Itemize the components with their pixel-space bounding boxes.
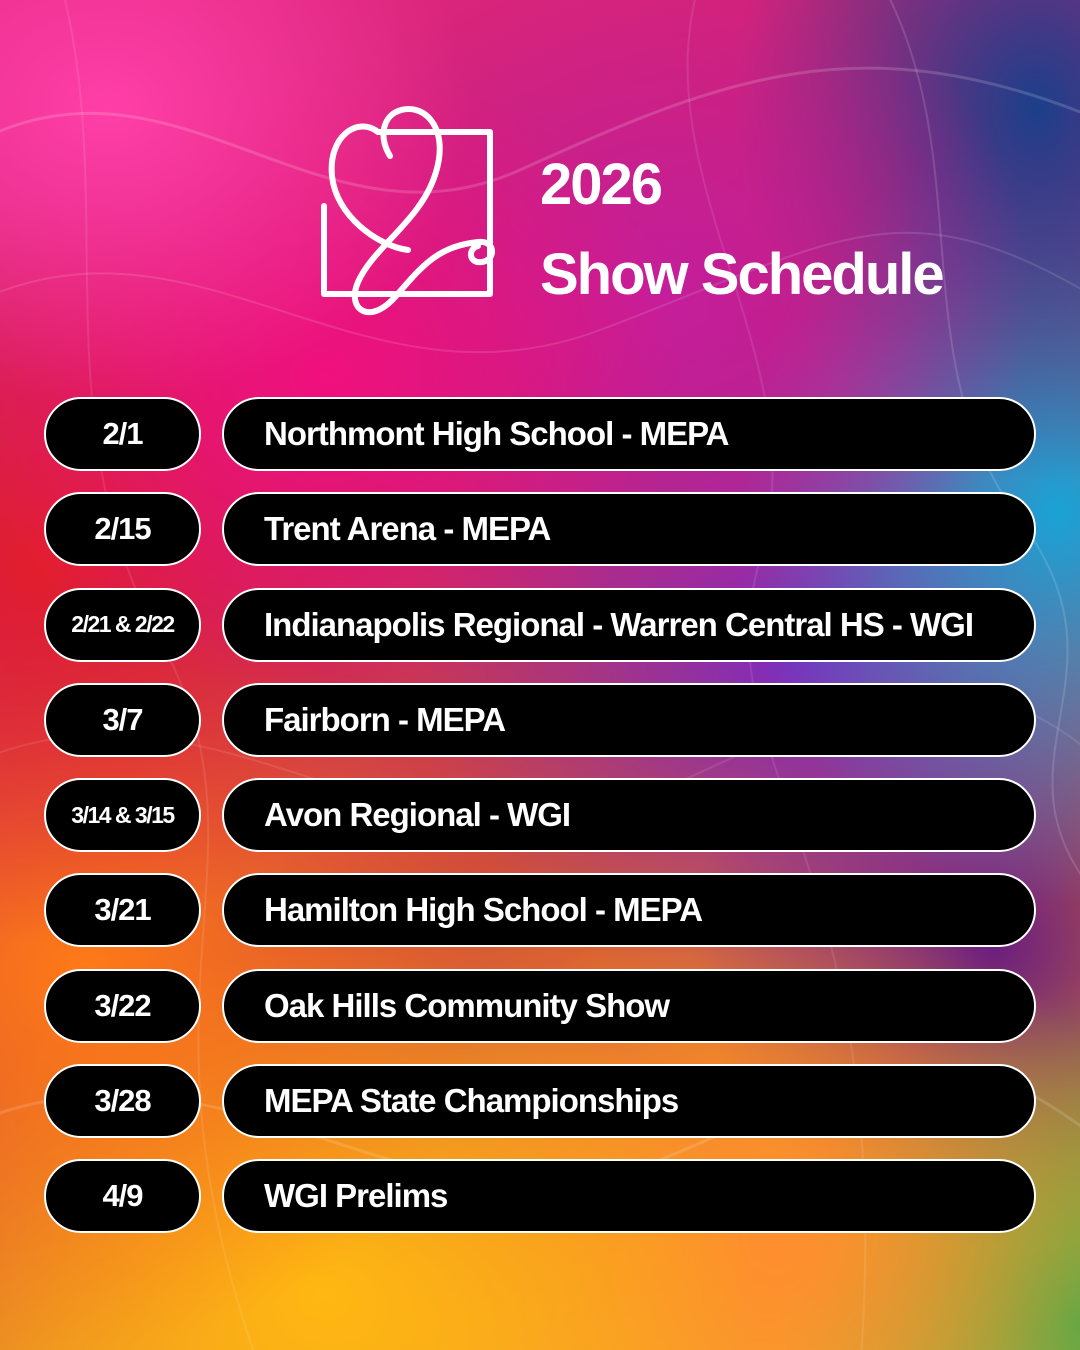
show-date: 2/21 & 2/22 <box>44 587 201 662</box>
show-date: 3/28 <box>44 1063 201 1138</box>
script-j-in-square-logo-icon <box>321 106 495 316</box>
title-year: 2026 <box>540 152 663 217</box>
show-event: Fairborn - MEPA <box>222 682 1036 757</box>
show-date: 3/21 <box>44 873 201 948</box>
show-event: MEPA State Championships <box>222 1063 1036 1138</box>
show-event: Trent Arena - MEPA <box>222 492 1036 567</box>
schedule-row: 3/14 & 3/15 Avon Regional - WGI <box>44 778 1036 852</box>
show-event: WGI Prelims <box>222 1159 1036 1233</box>
show-date: 3/14 & 3/15 <box>44 778 201 852</box>
schedule-row: 3/28 MEPA State Championships <box>44 1063 1036 1138</box>
schedule-row: 3/7 Fairborn - MEPA <box>44 682 1036 757</box>
show-date: 3/22 <box>44 968 201 1043</box>
show-event: Avon Regional - WGI <box>222 778 1036 852</box>
title-text: Show Schedule <box>540 242 945 307</box>
show-date: 2/1 <box>44 397 201 471</box>
page-title: 2026 Show Schedule <box>540 140 945 320</box>
schedule-row: 3/22 Oak Hills Community Show <box>44 968 1036 1043</box>
schedule-row: 3/21 Hamilton High School - MEPA <box>44 873 1036 948</box>
schedule-row: 2/15 Trent Arena - MEPA <box>44 492 1036 567</box>
schedule-row: 4/9 WGI Prelims <box>44 1159 1036 1233</box>
show-date: 2/15 <box>44 492 201 567</box>
show-date: 4/9 <box>44 1159 201 1233</box>
show-event: Indianapolis Regional - Warren Central H… <box>222 587 1036 662</box>
show-event: Northmont High School - MEPA <box>222 397 1036 471</box>
show-date: 3/7 <box>44 682 201 757</box>
schedule-row: 2/1 Northmont High School - MEPA <box>44 397 1036 471</box>
logo <box>318 96 502 328</box>
show-event: Hamilton High School - MEPA <box>222 873 1036 948</box>
show-event: Oak Hills Community Show <box>222 968 1036 1043</box>
schedule-row: 2/21 & 2/22 Indianapolis Regional - Warr… <box>44 587 1036 662</box>
show-schedule-list: 2/1 Northmont High School - MEPA 2/15 Tr… <box>44 397 1036 1254</box>
